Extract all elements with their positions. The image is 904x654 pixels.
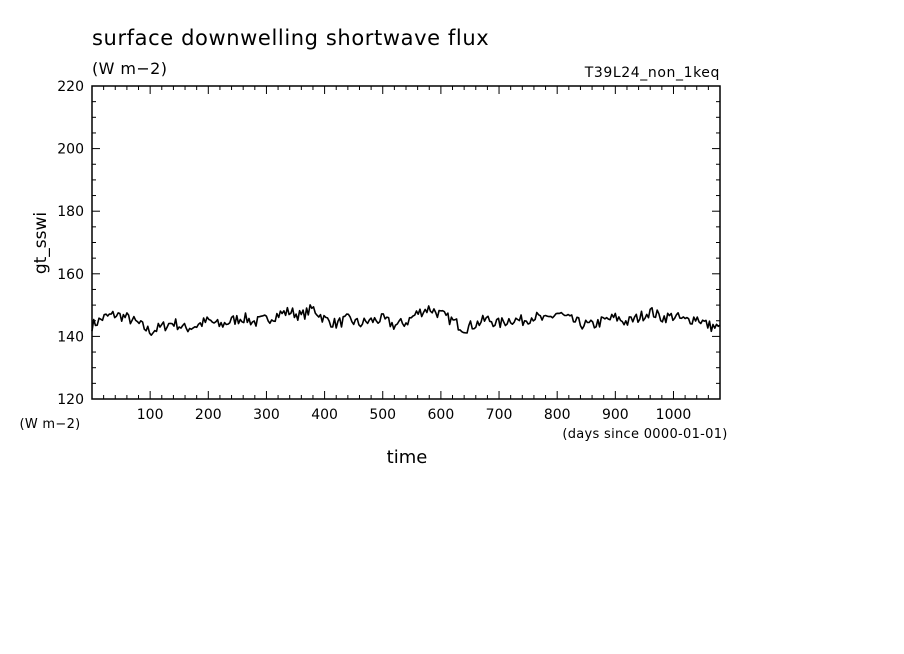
x-tick-label: 800 [544,407,571,423]
y-axis-label: gt_sswi [31,212,51,274]
series-line [91,304,721,336]
y-tick-label: 120 [57,392,84,408]
series-layer [91,304,721,336]
run-label: T39L24_non_1keq [584,65,720,81]
x-axis-label: time [387,447,428,468]
x-tick-label: 900 [602,407,629,423]
title-units: (W m−2) [92,59,167,78]
plot-frame [91,85,721,400]
x-tick-label: 300 [253,407,280,423]
y-tick-label: 140 [57,329,84,345]
y-tick-label: 160 [57,267,84,283]
x-axis-ticks: 100 200 300 400 500 600 700 800 900 1000 [103,86,709,423]
x-axis-units: (days since 0000-01-01) [562,427,727,442]
y-axis-ticks: 120 140 160 180 200 220 [57,79,720,408]
x-tick-label: 600 [428,407,455,423]
x-tick-label: 1000 [656,407,692,423]
x-tick-label: 400 [311,407,338,423]
y-tick-label: 220 [57,79,84,95]
y-axis-units: (W m−2) [19,417,80,432]
x-tick-label: 500 [369,407,396,423]
x-tick-label: 100 [137,407,164,423]
chart-title: surface downwelling shortwave flux [92,26,489,50]
x-tick-label: 200 [195,407,222,423]
y-tick-label: 180 [57,204,84,220]
x-tick-label: 700 [486,407,513,423]
y-tick-label: 200 [57,142,84,158]
